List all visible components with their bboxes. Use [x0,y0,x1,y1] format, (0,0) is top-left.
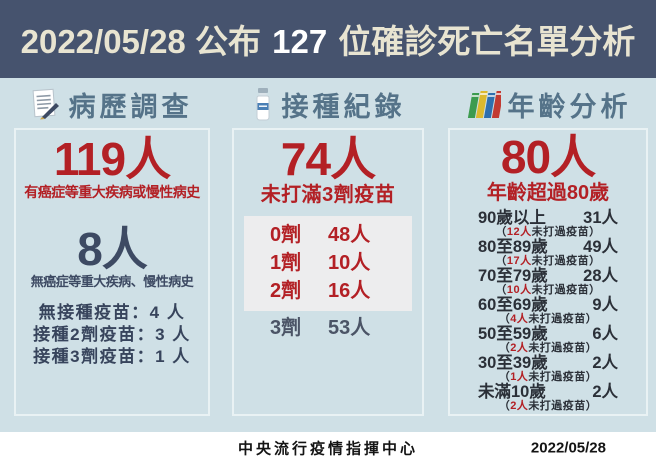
age-range: 60至69歲 [478,296,548,314]
section-title: 年齡分析 [507,91,632,122]
age-range: 30至39歲 [478,354,548,372]
stat-with-chronic-illness: 119人 [53,133,171,185]
age-row: 30至39歲 2人 （1人未打過疫苗） [478,354,618,383]
unvaccinated-count: 17人 [506,255,532,267]
age-row: 80至89歲 49人 （17人未打過疫苗） [478,238,618,267]
age-range: 80至89歲 [478,238,548,256]
document-pencil-icon [32,88,62,120]
dose-count: 48人 [328,224,371,246]
dose-count: 10人 [328,252,371,274]
dose-label: 1劑 [270,252,302,274]
age-count: 9人 [592,296,618,314]
unvaccinated-count: 12人 [506,226,532,238]
unvaccinated-count: 2人 [510,400,529,412]
stat-over-eighty-label: 年齡超過80歲 [486,182,610,204]
vaccine-vial-icon [251,87,275,121]
detail-line: 接種3劑疫苗：1 人 [33,347,191,366]
age-range: 90歲以上 [478,209,546,227]
dose-row: 1劑 10人 [244,249,412,277]
section-header-medical-history: 病歷調查 [14,84,210,124]
dose-row: 2劑 16人 [244,277,412,305]
dose-label: 2劑 [270,280,302,302]
age-range: 50至59歲 [478,325,548,343]
dose-row-three-doses: 3劑 53人 [234,314,422,342]
stat-over-eighty: 80人 [500,131,596,183]
title-death-count: 127 [272,23,328,60]
age-count: 2人 [592,354,618,372]
header-bar: 2022/05/28 公布 127 位確診死亡名單分析 [0,0,656,78]
panel-medical-history: 119人 有癌症等重大疾病或慢性病史 8人 無癌症等重大疾病、慢性病史 無接種疫… [14,128,210,416]
age-row: 50至59歲 6人 （2人未打過疫苗） [478,325,618,354]
age-breakdown-list: 90歲以上 31人 （12人未打過疫苗） 80至89歲 49人 （17人未打過疫苗）… [450,209,646,412]
page-title: 2022/05/28 公布 127 位確診死亡名單分析 [21,15,636,63]
age-row: 70至79歲 28人 （10人未打過疫苗） [478,267,618,296]
stat-under-three-doses: 74人 [280,133,376,185]
footer-bar: 中央流行疫情指揮中心 2022/05/28 [0,432,656,464]
dose-label: 3劑 [270,317,302,339]
unvaccinated-count: 4人 [510,313,529,325]
dose-count: 16人 [328,280,371,302]
unvaccinated-count: 2人 [510,342,529,354]
stat-with-chronic-illness-label: 有癌症等重大疾病或慢性病史 [24,184,200,200]
dose-label: 0劑 [270,224,302,246]
section-title: 接種紀錄 [281,91,406,122]
unvaccinated-count: 1人 [510,371,529,383]
age-count: 6人 [592,325,618,343]
title-prefix: 2022/05/28 公布 [20,23,271,60]
detail-line: 無接種疫苗：4 人 [38,303,186,322]
issuing-org: 中央流行疫情指揮中心 [237,440,419,458]
stat-no-chronic-illness: 8人 [77,223,148,275]
title-suffix: 位確診死亡名單分析 [329,23,636,60]
stat-under-three-doses-label: 未打滿3劑疫苗 [260,184,396,206]
age-count: 2人 [592,383,618,401]
no-chronic-vaccine-detail-list: 無接種疫苗：4 人 接種2劑疫苗：3 人 接種3劑疫苗：1 人 [16,302,208,368]
panel-vaccination-record: 74人 未打滿3劑疫苗 0劑 48人 1劑 10人 2劑 16人 3劑 53人 [232,128,424,416]
section-header-age-analysis: 年齡分析 [448,84,648,124]
dose-count: 53人 [328,317,371,339]
age-count: 31人 [583,209,618,227]
age-row: 60至69歲 9人 （4人未打過疫苗） [478,296,618,325]
main-area: 病歷調查 接種紀錄 [0,78,656,432]
age-count: 28人 [583,267,618,285]
unvaccinated-count: 10人 [506,284,532,296]
age-row: 未滿10歲 2人 （2人未打過疫苗） [478,383,618,412]
detail-line: 接種2劑疫苗：3 人 [33,325,191,344]
age-row: 90歲以上 31人 （12人未打過疫苗） [478,209,618,238]
section-title: 病歷調查 [68,91,193,122]
footer-date: 2022/05/28 [530,439,606,457]
age-range: 70至79歲 [478,267,548,285]
section-header-vaccination: 接種紀錄 [232,84,424,124]
stat-no-chronic-illness-label: 無癌症等重大疾病、慢性病史 [30,274,194,289]
age-range: 未滿10歲 [478,383,546,401]
dose-highlight-box: 0劑 48人 1劑 10人 2劑 16人 [244,216,412,311]
books-icon [465,89,501,119]
panel-age-analysis: 80人 年齡超過80歲 90歲以上 31人 （12人未打過疫苗） 80至89歲 49… [448,128,648,416]
age-count: 49人 [583,238,618,256]
dose-row: 0劑 48人 [244,221,412,249]
